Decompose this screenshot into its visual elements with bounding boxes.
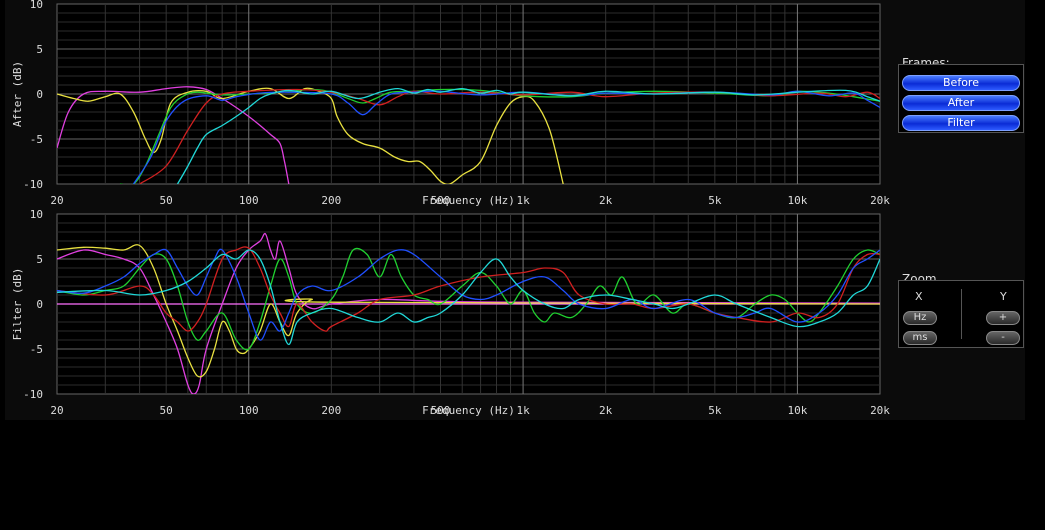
zoom-y-plus-button[interactable]: + — [986, 311, 1020, 325]
x-tick-label: 50 — [160, 404, 173, 417]
series-line-1 — [57, 232, 880, 394]
x-tick-label: 20 — [50, 404, 63, 417]
y-tick-label: 10 — [30, 208, 43, 221]
y-tick-label: -5 — [30, 133, 43, 146]
series-line-3 — [57, 247, 880, 351]
series-line-6 — [57, 249, 880, 346]
x-tick-label: 2k — [599, 404, 613, 417]
x-tick-label: 50 — [160, 194, 173, 207]
x-tick-label: 200 — [321, 404, 341, 417]
zoom-divider — [961, 289, 962, 339]
series-group — [57, 86, 880, 184]
y-axis-label: After (dB) — [11, 61, 24, 127]
x-tick-label: 200 — [321, 194, 341, 207]
series-line-2 — [120, 88, 880, 184]
series-line-5 — [57, 248, 880, 341]
zoom-y-label: Y — [1000, 290, 1007, 303]
x-tick-label: 20k — [870, 194, 890, 207]
series-line-5 — [176, 87, 880, 184]
y-tick-label: -10 — [23, 388, 43, 401]
after-button[interactable]: After — [902, 95, 1020, 111]
zoom-x-ms-button[interactable]: ms — [903, 331, 937, 345]
y-tick-label: 0 — [36, 298, 43, 311]
y-tick-label: -5 — [30, 343, 43, 356]
series-group — [57, 232, 880, 394]
series-line-2 — [57, 244, 880, 378]
x-tick-label: 20 — [50, 194, 63, 207]
x-tick-label: 1k — [516, 194, 530, 207]
x-axis-label: Frequency (Hz) — [422, 194, 515, 207]
filter-button[interactable]: Filter — [902, 115, 1020, 131]
x-tick-label: 500 — [431, 404, 451, 417]
x-tick-label: 1k — [516, 404, 530, 417]
y-tick-label: 5 — [36, 43, 43, 56]
y-tick-label: 0 — [36, 88, 43, 101]
x-tick-label: 100 — [239, 194, 259, 207]
zoom-x-label: X — [915, 290, 923, 303]
x-tick-label: 10k — [787, 194, 807, 207]
zoom-group: X Y Hz ms + - — [898, 280, 1024, 348]
x-tick-label: 5k — [708, 404, 722, 417]
x-tick-label: 20k — [870, 404, 890, 417]
y-tick-label: 5 — [36, 253, 43, 266]
zoom-y-minus-button[interactable]: - — [986, 331, 1020, 345]
zoom-x-hz-button[interactable]: Hz — [903, 311, 937, 325]
y-tick-label: -10 — [23, 178, 43, 191]
series-line-1 — [57, 87, 564, 184]
x-tick-label: 2k — [599, 194, 613, 207]
x-axis-label: Frequency (Hz) — [422, 404, 515, 417]
y-tick-label: 10 — [30, 0, 43, 11]
series-line-3 — [139, 88, 880, 184]
before-button[interactable]: Before — [902, 75, 1020, 91]
y-axis-label: Filter (dB) — [11, 268, 24, 341]
x-tick-label: 100 — [239, 404, 259, 417]
frames-group: Before After Filter — [898, 64, 1024, 133]
x-tick-label: 500 — [431, 194, 451, 207]
x-tick-label: 10k — [787, 404, 807, 417]
x-tick-label: 5k — [708, 194, 722, 207]
